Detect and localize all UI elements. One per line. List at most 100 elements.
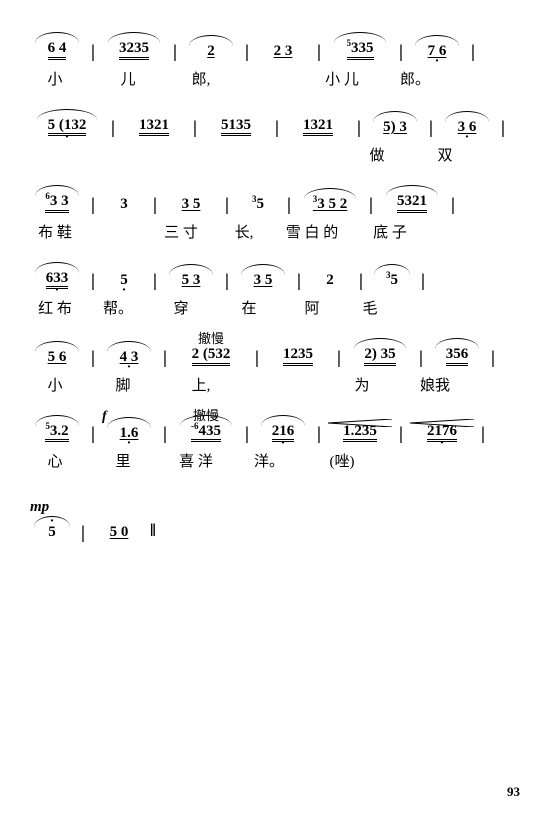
barline: | (218, 271, 236, 289)
notation-row: 5 (132|1321|5135|1321|5) 3|3 6| (30, 117, 530, 137)
notation-cell: 5 0 (92, 524, 146, 541)
lyric-cell: 帮。 (98, 297, 138, 318)
double-barline: ‖ (146, 520, 158, 541)
lyric-cell: 为 (332, 374, 392, 395)
notation-cell: 2) 35 (348, 346, 412, 366)
notation-cell: 撤慢-6435 (174, 423, 238, 443)
barline: | (484, 348, 502, 366)
barline: | (74, 523, 92, 541)
dynamic-mark-mp: mp (30, 499, 530, 516)
lyric-cell: 脚 (98, 374, 148, 395)
lyric-cell: 心 (30, 450, 80, 471)
lyric-cell: 喜 洋 (166, 450, 226, 471)
lyric-cell: (唑) (312, 450, 372, 471)
notation-cell: 1321 (122, 117, 186, 137)
barline: | (156, 424, 174, 442)
notation-row: 633|5|5 3|3 5|2|35| (30, 270, 530, 290)
notation-cell: 5) 3 (368, 119, 422, 136)
barline: | (238, 424, 256, 442)
barline: | (310, 42, 328, 60)
dynamic-mark: f (102, 409, 107, 425)
barline: | (412, 348, 430, 366)
notation-row: 5|5 0‖ (30, 520, 530, 541)
lyric-cell: 在 (224, 297, 274, 318)
lyric-cell: 小 儿 (312, 68, 372, 89)
lyric-cell: 儿 (98, 68, 158, 89)
barline: | (444, 195, 462, 213)
lyric-row: 做双 (30, 144, 530, 165)
lyric-row: 小儿郎,小 儿郎。 (30, 68, 530, 89)
notation-cell: 4 3 (102, 349, 156, 366)
barline: | (494, 118, 512, 136)
barline: | (350, 118, 368, 136)
notation-cell: 2176 (410, 423, 474, 443)
notation-cell: 7 6 (410, 43, 464, 60)
barline: | (352, 271, 370, 289)
barline: | (392, 424, 410, 442)
lyric-cell: 郎, (176, 68, 226, 89)
lyric-cell: 红 布 (30, 297, 80, 318)
lyric-cell: 双 (420, 144, 470, 165)
notation-cell: 3 6 (440, 119, 494, 136)
notation-cell: 5321 (380, 193, 444, 213)
barline: | (362, 195, 380, 213)
notation-cell: 63 3 (30, 193, 84, 213)
notation-cell: 3235 (102, 40, 166, 60)
notation-cell: 5 6 (30, 349, 84, 366)
barline: | (84, 195, 102, 213)
notation-row: 6 4|3235|2|2 3|5335|7 6| (30, 40, 530, 60)
notation-cell: 2 (308, 272, 352, 289)
notation-cell: 633 (30, 270, 84, 290)
notation-cell: 6 4 (30, 40, 84, 60)
notation-cell: 5 (102, 272, 146, 289)
lyric-cell: 阿 (292, 297, 332, 318)
page-number: 93 (507, 784, 520, 800)
lyric-cell (118, 144, 178, 165)
barline: | (166, 42, 184, 60)
notation-row: 63 3|3|3 5|35|33 5 2|5321| (30, 193, 530, 213)
lyric-cell (254, 374, 314, 395)
lyric-cell: 上, (166, 374, 236, 395)
notation-cell: 2 3 (256, 43, 310, 60)
notation-cell: 356 (430, 346, 484, 366)
lyric-cell (390, 450, 450, 471)
lyric-row: 布 鞋 三 寸长, 雪 白 的底 子 (30, 221, 530, 242)
lyric-cell: 布 鞋 (30, 221, 80, 242)
notation-row: 5 6|4 3|撤慢2 (532|1235|2) 35|356| (30, 346, 530, 366)
barline: | (104, 118, 122, 136)
notation-cell: 33 5 2 (298, 196, 362, 213)
lyric-cell (274, 144, 334, 165)
lyric-cell (196, 144, 256, 165)
lyric-cell: 穿 (156, 297, 206, 318)
notation-cell: 撤慢2 (532 (174, 346, 248, 366)
lyric-row: 红 布帮。穿在阿毛 (30, 297, 530, 318)
notation-cell: 35 (236, 196, 280, 213)
lyric-cell: 雪 白 的 (282, 221, 342, 242)
barline: | (280, 195, 298, 213)
barline: | (310, 424, 328, 442)
notation-cell: 216 (256, 423, 310, 443)
lyric-cell: 长, (224, 221, 264, 242)
lyric-cell: 三 寸 (156, 221, 206, 242)
barline: | (238, 42, 256, 60)
barline: | (84, 348, 102, 366)
music-sheet: 6 4|3235|2|2 3|5335|7 6|小儿郎,小 儿郎。5 (132|… (30, 40, 530, 541)
notation-cell: 1235 (266, 346, 330, 366)
barline: | (146, 195, 164, 213)
notation-cell: 5 (132 (30, 117, 104, 137)
lyric-row: 心里喜 洋洋。(唑) (30, 450, 530, 471)
lyric-row: 小脚上, 为娘我 (30, 374, 530, 395)
notation-cell: 1.235 (328, 423, 392, 443)
notation-cell: 5 3 (164, 272, 218, 289)
lyric-cell: 洋。 (244, 450, 294, 471)
barline: | (84, 42, 102, 60)
notation-row: 53.2|f1.6|撤慢-6435|216|1.235|2176| (30, 423, 530, 443)
barline: | (464, 42, 482, 60)
lyric-cell: 底 子 (360, 221, 420, 242)
barline: | (474, 424, 492, 442)
barline: | (248, 348, 266, 366)
lyric-cell: 毛 (350, 297, 390, 318)
lyric-cell: 小 (30, 374, 80, 395)
lyric-cell: 娘我 (410, 374, 460, 395)
barline: | (290, 271, 308, 289)
